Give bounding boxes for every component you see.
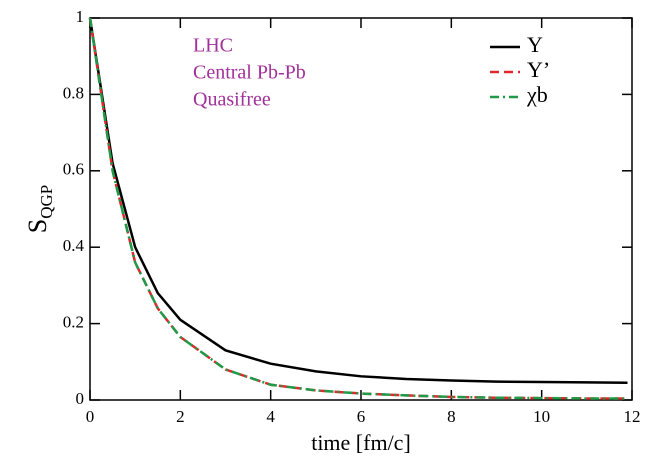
x-tick-label: 0: [86, 407, 95, 426]
y-label-sub: QGP: [37, 185, 56, 219]
annotation: Quasifree: [193, 89, 271, 111]
y-label-main: S: [23, 219, 52, 233]
annotation: LHC: [193, 35, 233, 57]
y-tick-label: 0.2: [63, 313, 84, 332]
plot-frame: [89, 17, 633, 401]
x-tick-label: 4: [266, 407, 275, 426]
y-tick-label: 1: [76, 7, 85, 26]
legend-label: Υ: [527, 32, 543, 57]
x-tick-label: 12: [624, 407, 641, 426]
legend-label: χb: [526, 82, 548, 107]
x-tick-label: 8: [447, 407, 456, 426]
annotation: Central Pb-Pb: [193, 62, 306, 84]
series-line: [88, 17, 628, 385]
y-tick-label: 0: [76, 389, 85, 408]
y-axis-label: SQGP: [23, 185, 56, 233]
x-axis-label: time [fm/c]: [311, 430, 411, 455]
y-tick-label: 0.4: [63, 236, 85, 255]
x-tick-label: 10: [533, 407, 550, 426]
x-tick-label: 2: [176, 407, 185, 426]
x-tick-label: 6: [357, 407, 366, 426]
y-tick-label: 0.6: [63, 160, 84, 179]
y-tick-label: 0.8: [63, 83, 84, 102]
legend-label: Υ’: [527, 57, 550, 82]
